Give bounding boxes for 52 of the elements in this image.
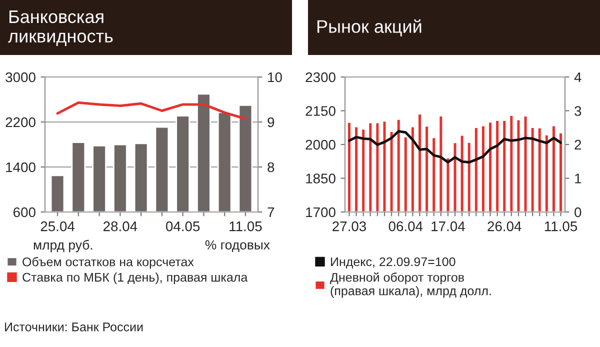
y-tick-label: 2000 [306,140,336,150]
y-tick-label: 1400 [6,162,36,172]
bar [368,122,374,212]
y-tick-label: 1850 [306,174,336,184]
bar [522,115,528,212]
bar [466,141,472,212]
x-tick-label: 25.04 [40,221,75,232]
x-tick-label: 27.03 [332,221,366,232]
text: % годовых [205,240,270,252]
y-tick-label: 600 [14,207,36,218]
bar [508,114,514,212]
y-tick-label: 1700 [306,207,336,218]
y2-tick-label: 0 [574,207,582,218]
y2-tick-label: 3 [574,106,582,116]
y-tick-label: 3000 [6,72,36,82]
line-series [348,130,562,164]
y2-tick-label: 4 [574,72,582,82]
bar [374,122,380,212]
legend-label: Дневной оборот торгов (правая шкала), млрд долл. [330,272,491,298]
chart-title: Банковская ликвидность [8,10,113,46]
y-tick-label: 2300 [306,72,336,82]
y2-tick-label: 2 [574,140,582,150]
legend-label: Индекс, 22.09.97=100 [331,257,456,269]
chart-title: Рынок акций [317,19,422,36]
x-tick-label: 11.05 [544,221,578,232]
y2-tick-label: 7 [268,207,274,218]
x-tick-label: 17.04 [432,221,465,232]
bar [388,130,394,212]
y2-tick-label: 10 [268,72,282,82]
y2-tick-label: 8 [268,162,274,172]
y2-tick-label: 9 [268,117,274,128]
legend-label: Объем остатков на корсчетах [22,257,194,269]
bar [459,134,465,212]
bar [536,126,542,212]
x-tick-label: 06.04 [388,221,423,232]
y-tick-label: 2200 [6,117,36,128]
bar [382,120,388,212]
legend-label: Ставка по МБК (1 день), правая шкала [22,272,248,284]
y2-tick-label: 1 [575,174,582,184]
x-tick-label: 04.05 [166,221,200,232]
text: млрд руб. [34,240,92,252]
bar [452,142,458,212]
bar [530,126,536,212]
x-tick-label: 26.04 [488,221,522,232]
x-tick-label: 11.05 [230,221,262,232]
bar [438,115,444,212]
bar [396,118,402,212]
bar [516,118,522,212]
line-series [56,101,247,120]
y-tick-label: 2150 [306,106,336,116]
text: Источники: Банк России [5,322,143,332]
x-tick-label: 28.04 [104,221,138,232]
